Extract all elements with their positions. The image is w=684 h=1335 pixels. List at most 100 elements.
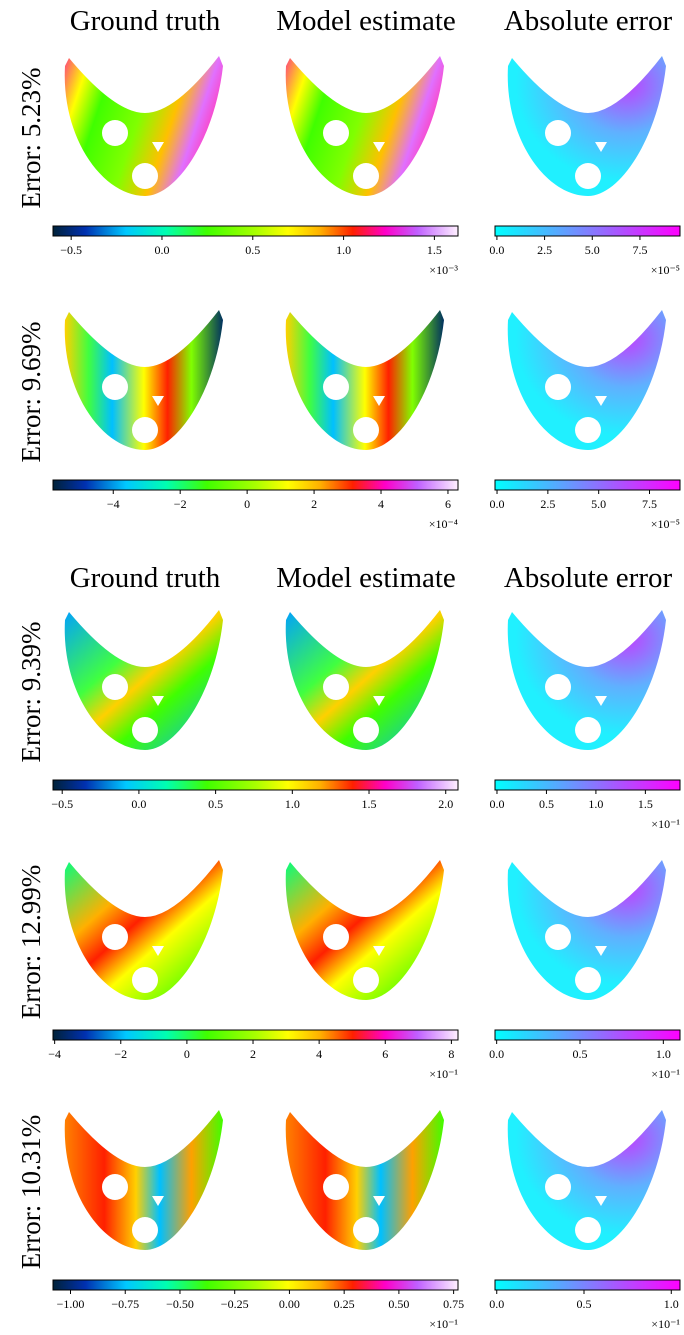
colorbar [52,779,459,791]
hole [152,142,164,152]
colorbar-scale-label: ×10⁻¹ [429,1067,458,1081]
colorbar-tick-label: 1.5 [362,797,377,811]
column-header: Absolute error [504,562,673,594]
colorbar-tick-label: −0.5 [60,243,82,257]
error-label: Error: 5.23% [16,68,46,209]
hole [353,417,379,443]
hole [132,163,158,189]
colorbar-tick-label: 0.00 [279,1297,300,1311]
colorbar-tick-label: 6 [445,497,451,511]
domain-field [64,56,223,196]
colorbar-tick-label: 0.0 [489,243,504,257]
colorbar-tick-label: −1.00 [57,1297,85,1311]
hole [545,924,571,950]
domain-plot [64,1110,223,1250]
column-header: Absolute error [504,5,673,37]
hole [152,396,164,406]
hole [323,924,349,950]
domain-plot [285,610,444,750]
colorbar-tick-label: 0.0 [489,797,504,811]
colorbar-tick-label: 1.5 [427,243,442,257]
domain-field [285,310,444,450]
hole [102,1174,128,1200]
domain-field [507,860,666,1000]
domain-plot [507,56,666,196]
colorbar [52,225,459,237]
colorbar-tick-label: 0.75 [443,1297,464,1311]
colorbar-tick-label: 0.50 [388,1297,409,1311]
error-label: Error: 9.39% [16,622,46,763]
domain-plot [285,310,444,450]
hole [595,946,607,956]
colorbar-tick-label: 0.5 [208,797,223,811]
colorbar-scale-label: ×10⁻⁵ [651,517,680,531]
colorbar-tick-label: 0.25 [334,1297,355,1311]
error-label: Error: 10.31% [16,1115,46,1269]
hole [102,374,128,400]
colorbar-tick-label: 0 [244,497,250,511]
colorbar-tick-label: −0.5 [51,797,73,811]
hole [373,946,385,956]
domain-plot [507,860,666,1000]
colorbar-tick-label: 0.5 [245,243,260,257]
domain-field [64,610,223,750]
colorbar-scale-label: ×10⁻¹ [651,1067,680,1081]
hole [545,1174,571,1200]
domain-field [285,1110,444,1250]
colorbar-tick-label: 7.5 [642,497,657,511]
colorbar-tick-label: −2 [114,1047,127,1061]
domain-field [507,610,666,750]
colorbar-tick-label: 8 [448,1047,454,1061]
colorbar-tick-label: −4 [48,1047,61,1061]
domain-field [507,1110,666,1250]
colorbar [494,1279,681,1291]
colorbar-scale-label: ×10⁻⁵ [651,263,680,277]
domain-plot [507,310,666,450]
domain-plot [507,610,666,750]
colorbar-tick-label: −0.50 [166,1297,194,1311]
colorbar-tick-label: 0.5 [573,1047,588,1061]
hole [353,717,379,743]
hole [575,1217,601,1243]
column-header: Ground truth [70,5,221,37]
hole [323,1174,349,1200]
colorbar-scale-label: ×10⁻¹ [429,1317,458,1331]
colorbar-tick-label: 1.0 [656,1047,671,1061]
column-header: Ground truth [70,562,221,594]
colorbar-tick-label: 0.0 [489,1297,504,1311]
hole [102,674,128,700]
colorbar-tick-label: 5.0 [591,497,606,511]
colorbar-tick-label: 0.0 [154,243,169,257]
hole [595,142,607,152]
colorbar [52,479,459,491]
domain-plot [285,860,444,1000]
colorbar-tick-label: 1.0 [664,1297,679,1311]
column-header: Model estimate [276,5,456,37]
domain-field [64,860,223,1000]
colorbar-tick-label: 2.5 [540,497,555,511]
hole [373,1196,385,1206]
hole [323,120,349,146]
domain-field [285,610,444,750]
colorbar-tick-label: 0 [184,1047,190,1061]
colorbar [494,779,681,791]
hole [353,967,379,993]
colorbar [52,1029,459,1041]
hole [595,1196,607,1206]
colorbar-scale-label: ×10⁻¹ [651,1317,680,1331]
domain-plot [507,1110,666,1250]
hole [373,142,385,152]
domain-plot [64,310,223,450]
hole [353,163,379,189]
colorbar-tick-label: 2 [250,1047,256,1061]
colorbar-tick-label: 0.5 [539,797,554,811]
domain-plot [285,1110,444,1250]
domain-field [285,56,444,196]
domain-plot [64,610,223,750]
domain-plot [64,860,223,1000]
hole [152,1196,164,1206]
colorbar-tick-label: 6 [382,1047,388,1061]
colorbar-tick-label: −0.25 [221,1297,249,1311]
colorbar-scale-label: ×10⁻³ [429,263,458,277]
